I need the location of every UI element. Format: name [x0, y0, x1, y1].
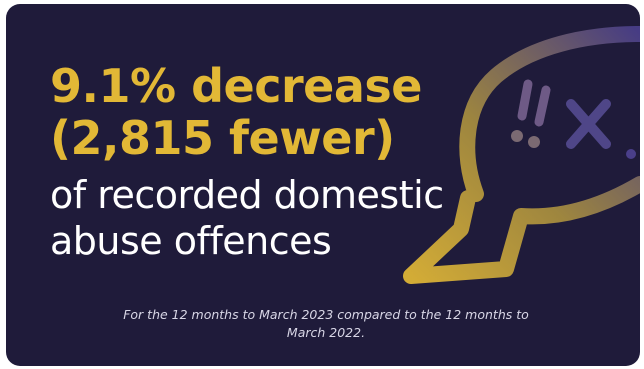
speech-bubble-icon [403, 26, 640, 284]
headline-fewer: (2,815 fewer) [50, 111, 395, 165]
subline-line-1: of recorded domestic [50, 173, 444, 217]
infographic-card: 9.1% decrease (2,815 fewer) of recorded … [6, 4, 640, 366]
headline: 9.1% decrease (2,815 fewer) [50, 59, 423, 165]
footnote: For the 12 months to March 2023 compared… [123, 307, 529, 340]
subline-line-2: abuse offences [50, 219, 332, 263]
headline-decrease: 9.1% decrease [50, 59, 423, 113]
subline: of recorded domestic abuse offences [50, 172, 444, 264]
